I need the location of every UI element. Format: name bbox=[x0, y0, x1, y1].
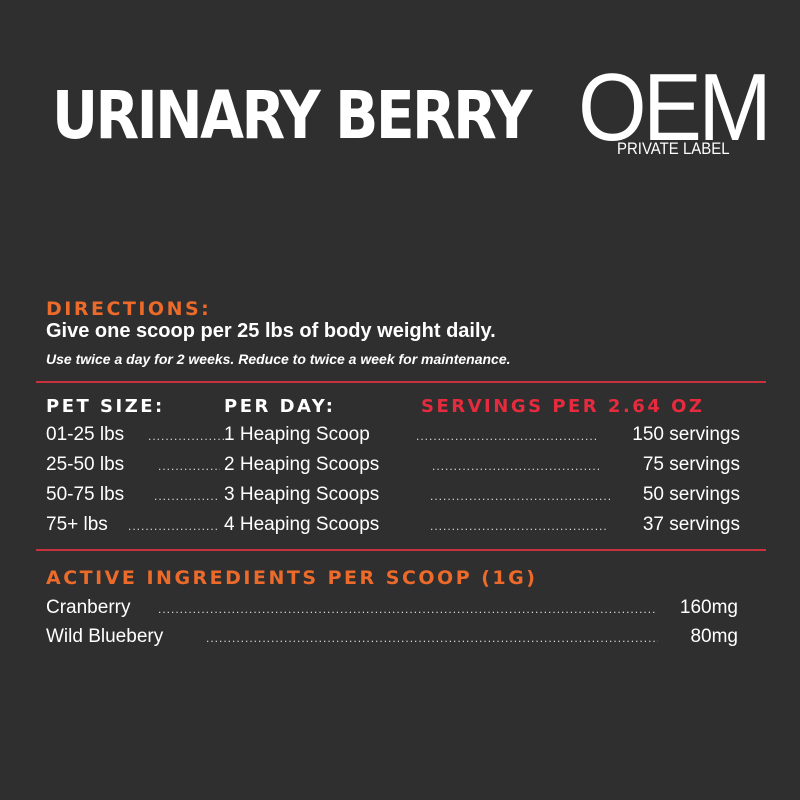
brand-logo: OEM bbox=[578, 54, 772, 161]
servings: 75 servings bbox=[642, 454, 740, 475]
ingredient-row: Wild Bluebery ..........................… bbox=[46, 626, 738, 654]
leader-dots: ........................................… bbox=[432, 459, 602, 473]
pet-size: 01-25 lbs bbox=[46, 424, 125, 445]
col-header-pet-size: PET SIZE: bbox=[46, 396, 165, 417]
per-day: 1 Heaping Scoop bbox=[224, 424, 370, 445]
servings: 50 servings bbox=[642, 484, 740, 505]
divider bbox=[36, 381, 766, 383]
brand-logo-subtitle: PRIVATE LABEL bbox=[617, 139, 730, 158]
leader-dots: ........................................… bbox=[416, 429, 596, 443]
leader-dots: ........................................… bbox=[206, 631, 658, 645]
leader-dots: ........................................… bbox=[158, 602, 656, 616]
leader-dots: ........................................… bbox=[430, 489, 610, 503]
pet-size: 50-75 lbs bbox=[46, 484, 125, 505]
ingredients-heading: ACTIVE INGREDIENTS PER SCOOP (1G) bbox=[46, 567, 538, 589]
leader-dots: ............................ bbox=[148, 429, 224, 443]
leader-dots: ........................ bbox=[158, 459, 220, 473]
table-row: 50-75 lbs ........................ 3 Hea… bbox=[46, 484, 740, 514]
servings: 150 servings bbox=[632, 424, 740, 445]
per-day: 3 Heaping Scoops bbox=[224, 484, 380, 505]
ingredient-amount: 160mg bbox=[679, 597, 738, 618]
leader-dots: .................................. bbox=[128, 519, 220, 533]
ingredient-row: Cranberry ..............................… bbox=[46, 597, 738, 625]
ingredient-amount: 80mg bbox=[690, 626, 738, 647]
product-title: URINARY BERRY bbox=[52, 77, 532, 154]
ingredient-name: Cranberry bbox=[46, 597, 131, 618]
pet-size: 75+ lbs bbox=[46, 514, 108, 535]
ingredient-name: Wild Bluebery bbox=[46, 626, 164, 647]
pet-size: 25-50 lbs bbox=[46, 454, 125, 475]
table-row: 01-25 lbs ............................ 1… bbox=[46, 424, 740, 454]
table-row: 75+ lbs ................................… bbox=[46, 514, 740, 544]
per-day: 2 Heaping Scoops bbox=[224, 454, 380, 475]
servings: 37 servings bbox=[642, 514, 740, 535]
directions-main: Give one scoop per 25 lbs of body weight… bbox=[46, 320, 496, 342]
leader-dots: ........................................… bbox=[430, 519, 606, 533]
directions-note: Use twice a day for 2 weeks. Reduce to t… bbox=[46, 351, 511, 367]
leader-dots: ........................ bbox=[154, 489, 220, 503]
col-header-servings: SERVINGS PER 2.64 OZ bbox=[421, 396, 705, 417]
table-row: 25-50 lbs ........................ 2 Hea… bbox=[46, 454, 740, 484]
col-header-per-day: PER DAY: bbox=[224, 396, 336, 417]
per-day: 4 Heaping Scoops bbox=[224, 514, 380, 535]
directions-heading: DIRECTIONS: bbox=[46, 298, 212, 320]
divider bbox=[36, 549, 766, 551]
